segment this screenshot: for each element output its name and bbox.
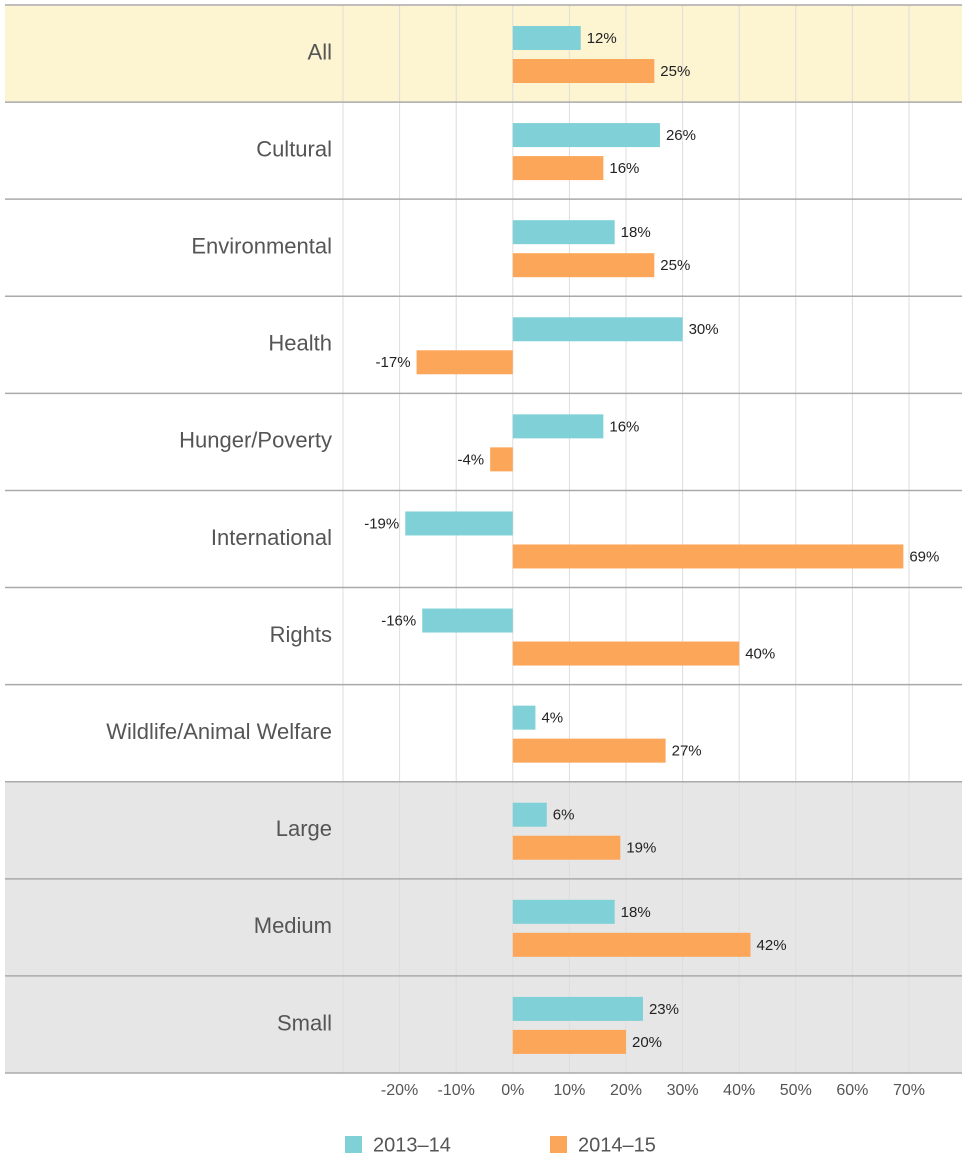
row-background bbox=[5, 5, 962, 103]
row-background bbox=[5, 878, 962, 976]
value-label: -17% bbox=[376, 354, 411, 371]
value-label: 30% bbox=[689, 321, 719, 338]
value-label: 25% bbox=[660, 257, 690, 274]
legend-label: 2013–14 bbox=[373, 1134, 451, 1156]
value-label: 26% bbox=[666, 127, 696, 144]
value-label: 69% bbox=[909, 548, 939, 565]
category-label: Wildlife/Animal Welfare bbox=[106, 719, 332, 744]
bar bbox=[512, 220, 615, 245]
x-tick-label: 0% bbox=[501, 1082, 524, 1099]
category-label: International bbox=[211, 525, 332, 550]
x-tick-label: 70% bbox=[893, 1082, 925, 1099]
row-background bbox=[5, 975, 962, 1073]
bar bbox=[512, 26, 581, 50]
x-tick-label: 10% bbox=[553, 1082, 585, 1099]
bar bbox=[512, 996, 643, 1021]
bar bbox=[512, 641, 740, 666]
category-label: Rights bbox=[270, 622, 332, 647]
bar bbox=[512, 156, 604, 181]
x-tick-label: 60% bbox=[836, 1082, 868, 1099]
bar bbox=[512, 738, 666, 763]
value-label: 18% bbox=[621, 224, 651, 241]
value-label: 20% bbox=[632, 1034, 662, 1051]
legend-swatch bbox=[345, 1136, 362, 1153]
value-label: -4% bbox=[457, 451, 484, 468]
bar bbox=[422, 608, 513, 633]
row-background bbox=[5, 490, 962, 588]
value-label: 40% bbox=[745, 646, 775, 663]
row-background bbox=[5, 684, 962, 782]
legend-label: 2014–15 bbox=[578, 1134, 656, 1156]
row-background bbox=[5, 102, 962, 200]
value-label: 12% bbox=[587, 30, 617, 47]
bar bbox=[512, 317, 683, 342]
value-label: 16% bbox=[609, 160, 639, 177]
value-label: 19% bbox=[626, 840, 656, 857]
bar bbox=[512, 59, 655, 83]
row-background bbox=[5, 393, 962, 491]
value-label: 23% bbox=[649, 1001, 679, 1018]
value-label: -16% bbox=[381, 613, 416, 630]
bar bbox=[405, 511, 513, 536]
x-tick-label: 40% bbox=[723, 1082, 755, 1099]
x-tick-label: 50% bbox=[780, 1082, 812, 1099]
bar bbox=[512, 414, 604, 439]
x-tick-label: -20% bbox=[381, 1082, 418, 1099]
bar bbox=[512, 123, 660, 148]
row-background bbox=[5, 587, 962, 685]
value-label: 18% bbox=[621, 904, 651, 921]
x-tick-label: 30% bbox=[667, 1082, 699, 1099]
row-background bbox=[5, 199, 962, 297]
category-label: All bbox=[308, 39, 332, 64]
x-tick-label: 20% bbox=[610, 1082, 642, 1099]
bar bbox=[512, 802, 547, 827]
category-label: Environmental bbox=[191, 234, 332, 259]
bar bbox=[490, 447, 513, 472]
bar bbox=[512, 1029, 626, 1054]
value-label: -19% bbox=[364, 515, 399, 532]
x-tick-label: -10% bbox=[438, 1082, 475, 1099]
category-label: Health bbox=[268, 331, 332, 356]
value-label: 27% bbox=[672, 743, 702, 760]
category-label: Cultural bbox=[256, 136, 332, 161]
bar bbox=[512, 705, 536, 730]
row-background bbox=[5, 296, 962, 394]
value-label: 16% bbox=[609, 418, 639, 435]
bar bbox=[512, 544, 904, 569]
row-background bbox=[5, 781, 962, 879]
category-label: Medium bbox=[254, 913, 332, 938]
bar bbox=[512, 253, 655, 278]
bar bbox=[512, 932, 751, 957]
bar bbox=[416, 350, 513, 375]
value-label: 42% bbox=[757, 937, 787, 954]
value-label: 6% bbox=[553, 807, 575, 824]
legend-swatch bbox=[550, 1136, 567, 1153]
value-label: 4% bbox=[541, 710, 563, 727]
value-label: 25% bbox=[660, 63, 690, 80]
category-label: Large bbox=[276, 816, 332, 841]
bar bbox=[512, 899, 615, 924]
bar bbox=[512, 835, 621, 860]
category-label: Hunger/Poverty bbox=[179, 428, 332, 453]
category-label: Small bbox=[277, 1010, 332, 1035]
